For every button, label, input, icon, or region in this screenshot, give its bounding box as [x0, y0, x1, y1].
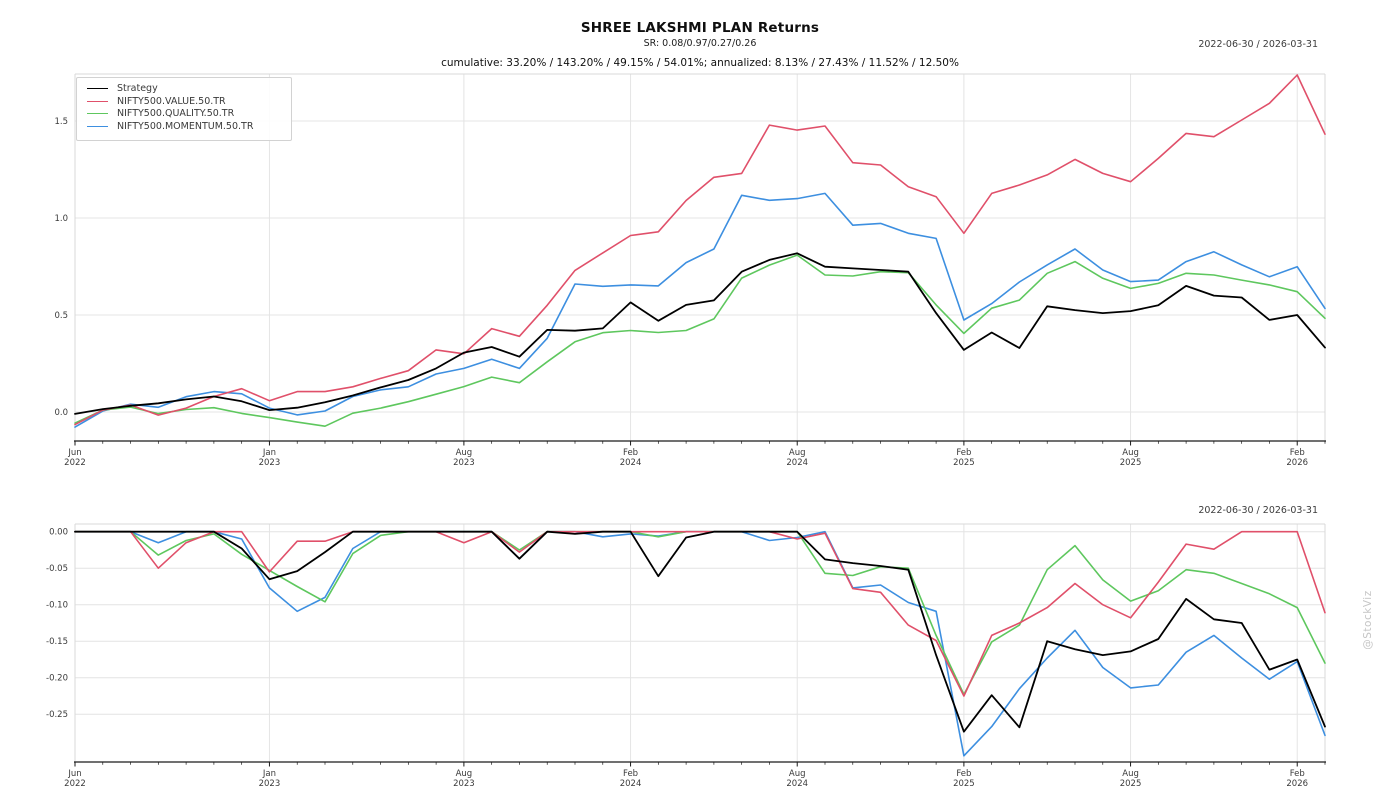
x-tick-label-year: 2023: [259, 779, 281, 789]
x-tick-label-month: Jan: [262, 448, 276, 458]
page-title: SHREE LAKSHMI PLAN Returns: [580, 20, 820, 36]
x-tick-label-month: Aug: [1122, 448, 1139, 458]
x-tick-label-year: 2026: [1286, 458, 1308, 468]
x-tick-label-year: 2026: [1286, 779, 1308, 789]
quality-line-swatch: [87, 113, 108, 115]
x-tick-label-year: 2025: [953, 779, 975, 789]
sharpe-ratio-subtitle: SR: 0.08/0.97/0.27/0.26: [643, 38, 757, 49]
y-tick-label: 1.5: [54, 117, 68, 127]
x-tick-label-year: 2025: [953, 458, 975, 468]
legend-item-value: NIFTY500.VALUE.50.TR: [87, 96, 283, 109]
value-line-swatch: [87, 100, 108, 102]
series-line-nifty500-quality-50-tr: [74, 254, 1326, 428]
y-tick-label: -0.25: [46, 710, 68, 720]
y-tick-label: -0.15: [46, 637, 68, 647]
x-tick-label-month: Jun: [67, 448, 81, 458]
x-tick-label-month: Aug: [1122, 769, 1139, 779]
x-tick-label-month: Feb: [956, 448, 971, 458]
series-line-nifty500-momentum-50-tr: [74, 192, 1326, 428]
series-line-nifty500-quality-50-tr: [74, 530, 1326, 696]
x-tick-label-year: 2024: [620, 458, 642, 468]
x-tick-label-year: 2025: [1120, 779, 1142, 789]
legend-label: NIFTY500.VALUE.50.TR: [117, 95, 226, 107]
x-tick-label-year: 2022: [64, 779, 86, 789]
strategy-line-swatch: [87, 88, 108, 89]
y-tick-label: -0.10: [46, 601, 68, 611]
x-tick-label-year: 2024: [786, 779, 808, 789]
x-tick-label-year: 2022: [64, 458, 86, 468]
x-tick-label-year: 2023: [259, 458, 281, 468]
date-range-bottom: 2022-06-30 / 2026-03-31: [1198, 505, 1318, 516]
series-line-strategy: [74, 252, 1326, 415]
x-tick-label-month: Aug: [789, 448, 806, 458]
legend-label: Strategy: [117, 83, 158, 94]
x-tick-label-year: 2024: [786, 458, 808, 468]
x-tick-label-year: 2024: [620, 779, 642, 789]
series-line-strategy: [74, 530, 1326, 733]
x-tick-label-month: Aug: [456, 448, 473, 458]
y-tick-label: 0.00: [49, 528, 68, 538]
stockviz-watermark: @StockViz: [1362, 590, 1374, 650]
y-tick-label: -0.20: [46, 674, 68, 684]
series-line-nifty500-value-50-tr: [74, 74, 1326, 426]
cumulative-annualized-stats: cumulative: 33.20% / 143.20% / 49.15% / …: [441, 57, 959, 69]
x-tick-label-month: Feb: [623, 448, 638, 458]
y-tick-label: 1.0: [54, 214, 68, 224]
x-tick-label-month: Feb: [956, 769, 971, 779]
x-tick-label-month: Jun: [67, 769, 81, 779]
legend-label: NIFTY500.QUALITY.50.TR: [117, 108, 235, 120]
x-tick-label-month: Jan: [262, 769, 276, 779]
y-tick-label: 0.0: [54, 408, 68, 418]
momentum-line-swatch: [87, 126, 108, 128]
x-tick-label-year: 2023: [453, 779, 475, 789]
x-tick-label-month: Aug: [789, 769, 806, 779]
y-tick-label: 0.5: [54, 311, 68, 321]
x-tick-label-year: 2025: [1120, 458, 1142, 468]
legend-item-momentum: NIFTY500.MOMENTUM.50.TR: [87, 121, 283, 134]
date-range-top: 2022-06-30 / 2026-03-31: [1198, 39, 1318, 50]
legend-item-strategy: Strategy: [87, 83, 283, 96]
series-line-nifty500-value-50-tr: [74, 530, 1326, 697]
legend-label: NIFTY500.MOMENTUM.50.TR: [117, 121, 254, 133]
x-tick-label-month: Feb: [623, 769, 638, 779]
series-line-nifty500-momentum-50-tr: [74, 530, 1326, 757]
y-tick-label: -0.05: [46, 564, 68, 574]
x-tick-label-month: Feb: [1290, 769, 1305, 779]
legend: Strategy NIFTY500.VALUE.50.TR NIFTY500.Q…: [76, 77, 292, 141]
x-tick-label-month: Aug: [456, 769, 473, 779]
legend-item-quality: NIFTY500.QUALITY.50.TR: [87, 108, 283, 121]
x-tick-label-year: 2023: [453, 458, 475, 468]
x-tick-label-month: Feb: [1290, 448, 1305, 458]
